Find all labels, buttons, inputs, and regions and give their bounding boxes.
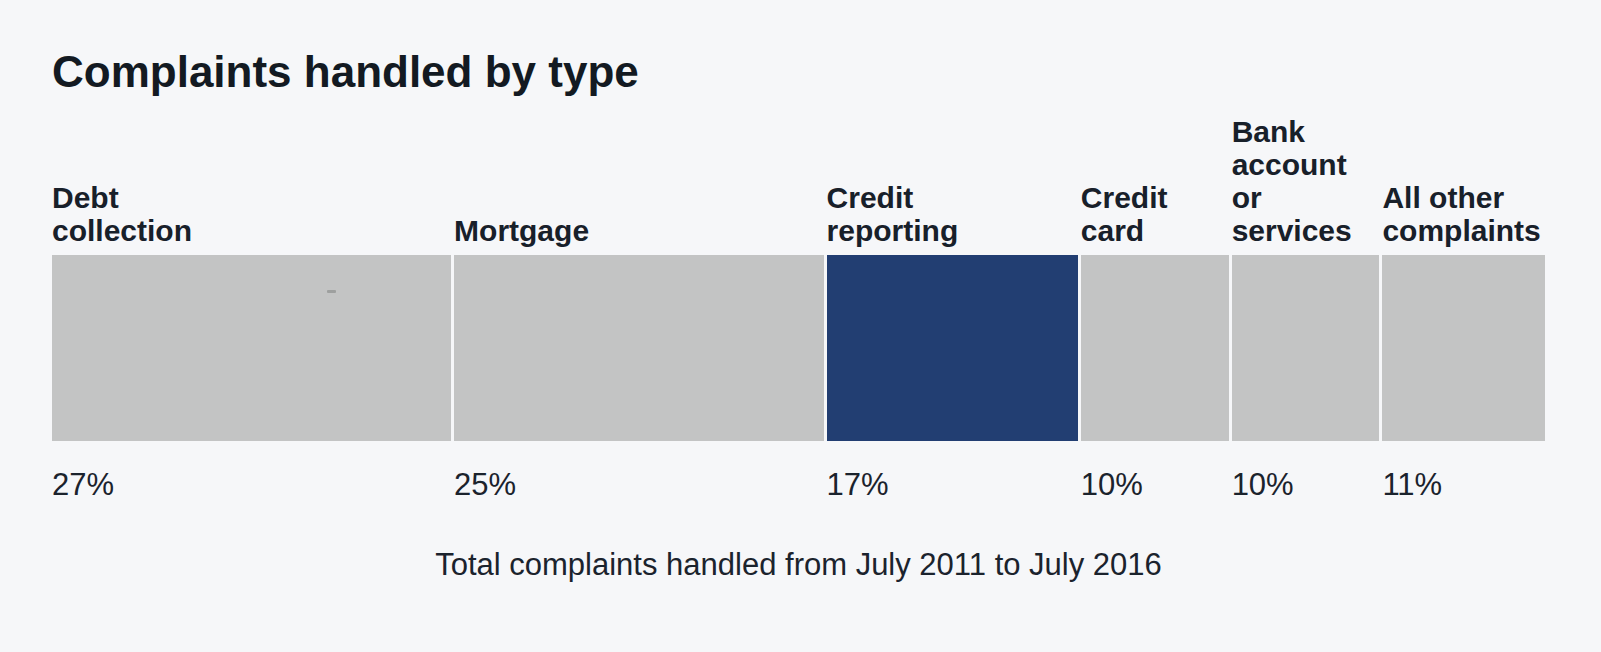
percent-label-mortgage: 25% xyxy=(454,467,824,503)
percent-labels-row: 27% 25% 17% 10% 10% 11% xyxy=(52,467,1545,503)
segment-labels-row: Debt collection Mortgage Credit reportin… xyxy=(52,99,1545,255)
stray-mark-artifact xyxy=(327,290,336,293)
percent-label-credit-reporting: 17% xyxy=(827,467,1078,503)
stacked-bar xyxy=(52,255,1545,441)
segment-label-credit-reporting: Credit reporting xyxy=(827,181,1078,255)
segment-label-credit-card: Credit card xyxy=(1081,181,1229,255)
segment-label-all-other: All other complaints xyxy=(1382,181,1545,255)
bar-segment-credit-reporting xyxy=(827,255,1078,441)
percent-label-bank-account: 10% xyxy=(1232,467,1380,503)
chart-card: Complaints handled by type Debt collecti… xyxy=(0,46,1601,583)
chart-footnote: Total complaints handled from July 2011 … xyxy=(52,547,1545,583)
bar-segment-bank-account xyxy=(1232,255,1380,441)
percent-label-all-other: 11% xyxy=(1382,467,1545,503)
bar-segment-debt-collection xyxy=(52,255,451,441)
segment-label-bank-account: Bank account or services xyxy=(1232,115,1380,255)
bar-segment-all-other xyxy=(1382,255,1545,441)
chart-title: Complaints handled by type xyxy=(52,46,1545,99)
bar-segment-mortgage xyxy=(454,255,824,441)
segment-label-debt-collection: Debt collection xyxy=(52,181,451,255)
percent-label-debt-collection: 27% xyxy=(52,467,451,503)
segment-label-mortgage: Mortgage xyxy=(454,214,824,255)
bar-segment-credit-card xyxy=(1081,255,1229,441)
percent-label-credit-card: 10% xyxy=(1081,467,1229,503)
